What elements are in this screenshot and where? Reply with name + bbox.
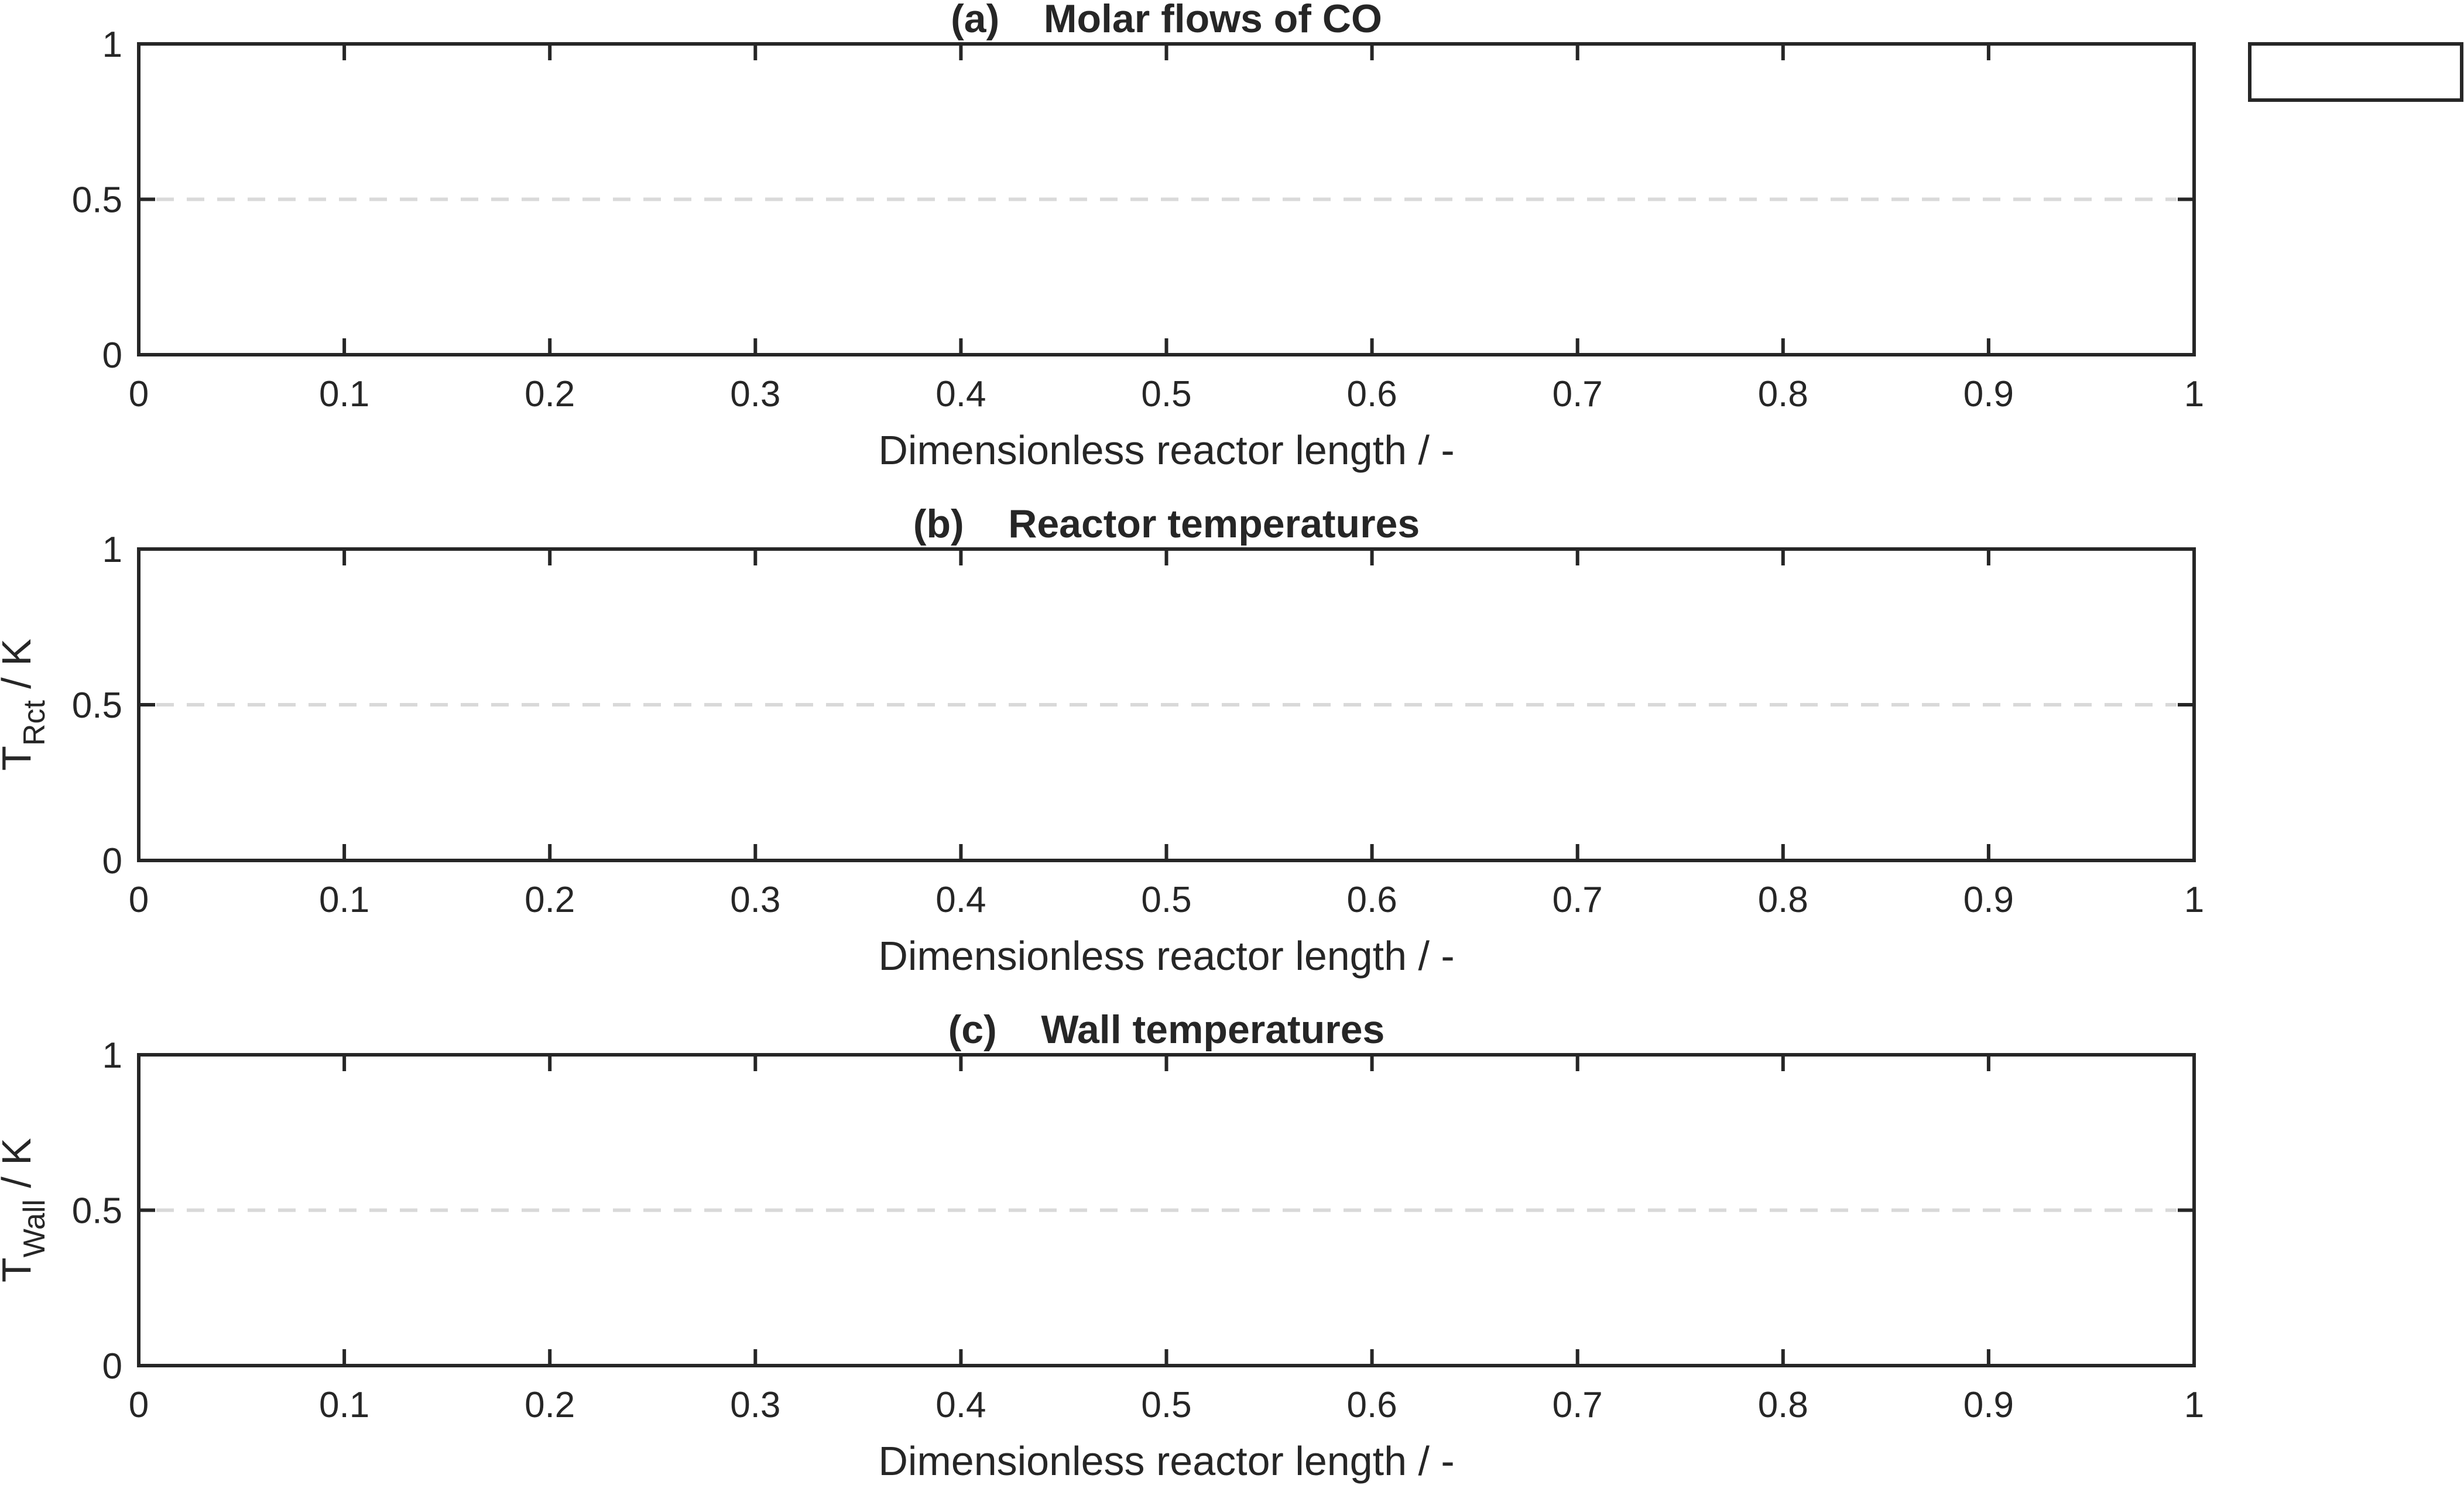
panel-a-xtick-label: 0.6: [1346, 374, 1397, 414]
legend-box: [2248, 42, 2463, 102]
panel-c-ytick-label: 1: [102, 1035, 122, 1076]
panel-b-xtick-label: 0.4: [935, 880, 986, 920]
panel-a-xtick-label: 0.2: [525, 374, 575, 414]
panel-c-ytick-label: 0: [102, 1346, 122, 1387]
panel-c-ylabel-symbol: T: [0, 1257, 39, 1282]
panel-a-title: (a) Molar flows of CO: [951, 0, 1382, 41]
panel-c-xlabel: Dimensionless reactor length / -: [878, 1438, 1454, 1484]
panel-c-xtick-label: 0.3: [730, 1385, 780, 1425]
panel-a-xtick-label: 0.3: [730, 374, 780, 414]
panel-c-xtick-label: 0.1: [319, 1385, 369, 1425]
panel-a-xlabel: Dimensionless reactor length / -: [878, 427, 1454, 473]
panel-a-ytick-label: 0.5: [72, 180, 122, 221]
panel-a-xtick-label: 0.7: [1553, 374, 1603, 414]
panel-b-xtick-label: 0.3: [730, 880, 780, 920]
panel-b-xtick-label: 0.8: [1758, 880, 1808, 920]
panel-b-xlabel: Dimensionless reactor length / -: [878, 933, 1454, 979]
panel-b-xtick-label: 0.9: [1963, 880, 2014, 920]
panel-b-xtick-label: 0.6: [1346, 880, 1397, 920]
panel-a-xtick-label: 0.5: [1141, 374, 1191, 414]
panel-c-ytick-label: 0.5: [72, 1191, 122, 1232]
panel-b-ylabel-subscript: Rct: [18, 700, 52, 746]
panel-a-ytick-label: 1: [102, 25, 122, 65]
panel-c-xtick-label: 0.7: [1553, 1385, 1603, 1425]
panel-a-xtick-label: 0.1: [319, 374, 369, 414]
panel-b-ytick-label: 0: [102, 841, 122, 882]
panel-c-xtick-label: 0.9: [1963, 1385, 2014, 1425]
panel-a-xtick-label: 0.4: [935, 374, 986, 414]
panel-b-xtick-label: 1: [2184, 880, 2204, 920]
panel-a-ytick-label: 0: [102, 335, 122, 376]
panel-a-xtick-label: 0.9: [1963, 374, 2014, 414]
panel-c-xtick-label: 0.6: [1346, 1385, 1397, 1425]
panel-b-xtick-label: 0.5: [1141, 880, 1191, 920]
panel-c-xtick-label: 0.2: [525, 1385, 575, 1425]
panel-c-ylabel: TWall / K: [0, 1138, 52, 1282]
panel-c-ylabel-unit: / K: [0, 1138, 39, 1199]
panel-c-title: (c) Wall temperatures: [948, 1007, 1385, 1052]
panel-c-xtick-label: 0.4: [935, 1385, 986, 1425]
panel-c-xtick-label: 1: [2184, 1385, 2204, 1425]
panel-b-xtick-label: 0.7: [1553, 880, 1603, 920]
panel-a-xtick-label: 0.8: [1758, 374, 1808, 414]
panel-b-ylabel-unit: / K: [0, 639, 39, 700]
panel-a-xtick-label: 0: [129, 374, 149, 414]
panel-b-ylabel: TRct / K: [0, 639, 52, 771]
panel-c-xtick-label: 0: [129, 1385, 149, 1425]
panel-b-xtick-label: 0.2: [525, 880, 575, 920]
panel-b-ylabel-symbol: T: [0, 746, 39, 771]
panel-b-title: (b) Reactor temperatures: [913, 502, 1420, 546]
panel-c-ylabel-subscript: Wall: [18, 1199, 52, 1257]
panel-b-ytick-label: 1: [102, 530, 122, 570]
panel-c-xtick-label: 0.5: [1141, 1385, 1191, 1425]
panel-b-xtick-label: 0: [129, 880, 149, 920]
panel-b-ytick-label: 0.5: [72, 685, 122, 726]
panel-a-xtick-label: 1: [2184, 374, 2204, 414]
panel-b-xtick-label: 0.1: [319, 880, 369, 920]
panel-c-xtick-label: 0.8: [1758, 1385, 1808, 1425]
